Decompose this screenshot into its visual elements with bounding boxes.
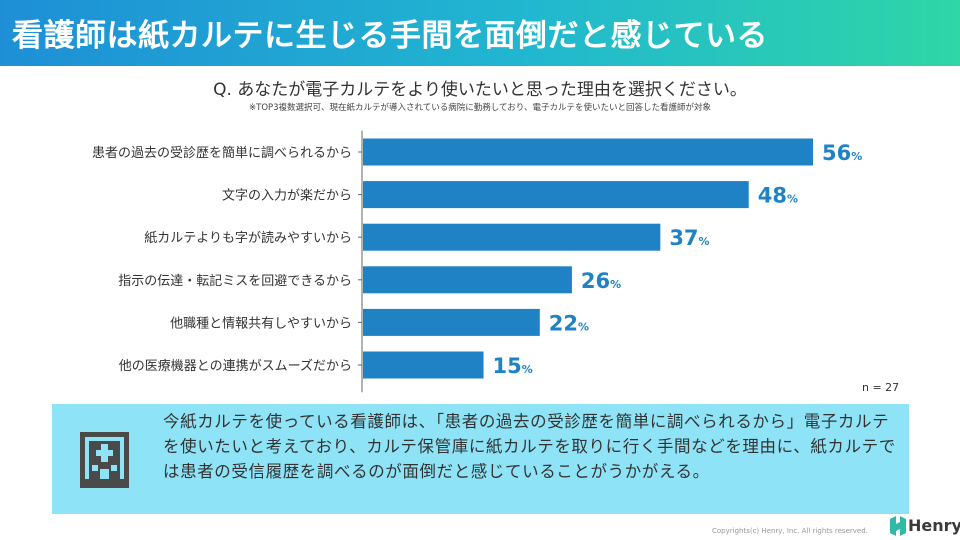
brand-logo: Henry — [888, 513, 960, 539]
bar — [363, 138, 813, 166]
data-label: 22% — [549, 311, 589, 335]
bar — [363, 266, 572, 294]
data-label: 48% — [758, 184, 798, 208]
category-label: 紙カルテよりも字が読みやすいから — [144, 230, 352, 246]
page-title: 看護師は紙カルテに生じる手間を面倒だと感じている — [12, 18, 768, 54]
summary-box: 今紙カルテを使っている看護師は、「患者の過去の受診歴を簡単に調べられるから」電子… — [52, 404, 909, 514]
survey-note: ※TOP3複数選択可、現在紙カルテが導入されている病院に勤務しており、電子カルテ… — [249, 103, 711, 113]
summary-text: 今紙カルテを使っている看護師は、「患者の過去の受診歴を簡単に調べられるから」電子… — [163, 412, 896, 481]
data-label: 37% — [669, 226, 709, 250]
category-label: 文字の入力が楽だから — [222, 188, 352, 204]
data-label: 56% — [822, 141, 862, 165]
category-label: 他の医療機器との連携がスムーズだから — [119, 358, 352, 374]
copyright-text: Copyrights(c) Henry, Inc. All rights res… — [712, 527, 868, 535]
title-bar: 看護師は紙カルテに生じる手間を面倒だと感じている — [0, 0, 960, 66]
bar — [363, 223, 661, 251]
bar-chart: 患者の過去の受診歴を簡単に調べられるから 56% 文字の入力が楽だから 48% 紙カルテ… — [92, 130, 862, 393]
category-label: 指示の伝達・転記ミスを回避できるから — [118, 273, 352, 289]
data-label: 15% — [493, 354, 533, 378]
data-label: 26% — [581, 269, 621, 293]
sample-size-label: n = 27 — [862, 381, 900, 394]
bar — [363, 181, 749, 209]
brand-name: Henry — [908, 516, 960, 535]
hospital-icon — [80, 432, 129, 488]
bar — [363, 308, 540, 336]
category-label: 患者の過去の受診歴を簡単に調べられるから — [92, 145, 352, 161]
henry-logo-icon — [890, 516, 906, 536]
survey-question: Q. あなたが電子カルテをより使いたいと思った理由を選択ください。 — [213, 80, 747, 100]
category-label: 他職種と情報共有しやすいから — [170, 315, 352, 331]
bar — [363, 351, 484, 379]
